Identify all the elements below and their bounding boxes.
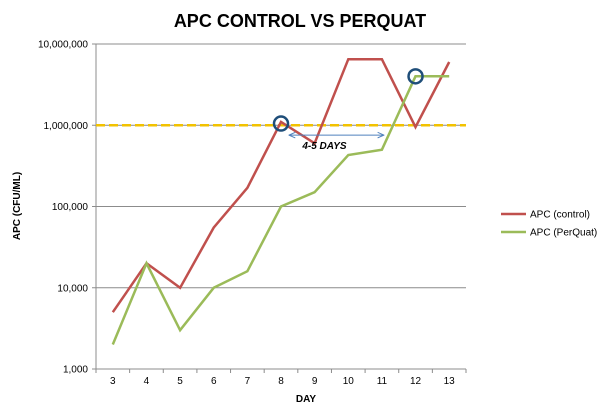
chart-title: APC CONTROL VS PERQUAT [174, 11, 426, 31]
series-lines [111, 57, 451, 345]
x-axis-ticks: 3 4 5 6 7 8 9 10 11 12 13 [110, 376, 455, 387]
y-axis-ticks: 1,000 10,000 100,000 1,000,000 10,000,000 [38, 40, 88, 376]
x-tick-label: 7 [245, 376, 251, 387]
series-line-apc-perquat [111, 75, 450, 345]
x-tick-label: 5 [177, 376, 183, 387]
x-tick-label: 3 [110, 376, 116, 387]
legend: APC (control) APC (PerQuat) [501, 210, 597, 239]
x-tick-label: 4 [144, 376, 150, 387]
y-tick-label: 10,000,000 [38, 40, 88, 51]
highlight-circle [272, 115, 290, 132]
plot-area [92, 43, 467, 373]
y-tick-label: 1,000,000 [44, 121, 89, 132]
y-tick-label: 10,000 [57, 283, 88, 294]
x-tick-label: 11 [377, 376, 388, 387]
x-tick-label: 10 [343, 376, 355, 387]
legend-label: APC (PerQuat) [530, 228, 597, 239]
annotations: 4-5 DAYS [272, 68, 424, 152]
highlight-circle [407, 68, 424, 85]
y-axis-label: APC (CFU/ML) [12, 172, 23, 240]
x-tick-label: 6 [211, 376, 217, 387]
x-axis-label: DAY [296, 394, 317, 405]
y-tick-label: 1,000 [63, 365, 88, 376]
series-line-apc-control [111, 57, 451, 313]
x-tick-label: 9 [312, 376, 318, 387]
x-tick-label: 8 [278, 376, 284, 387]
y-tick-label: 100,000 [52, 202, 89, 213]
x-tick-label: 12 [410, 376, 422, 387]
legend-label: APC (control) [530, 210, 590, 221]
annotation-label: 4-5 DAYS [301, 141, 347, 152]
x-tick-label: 13 [444, 376, 456, 387]
